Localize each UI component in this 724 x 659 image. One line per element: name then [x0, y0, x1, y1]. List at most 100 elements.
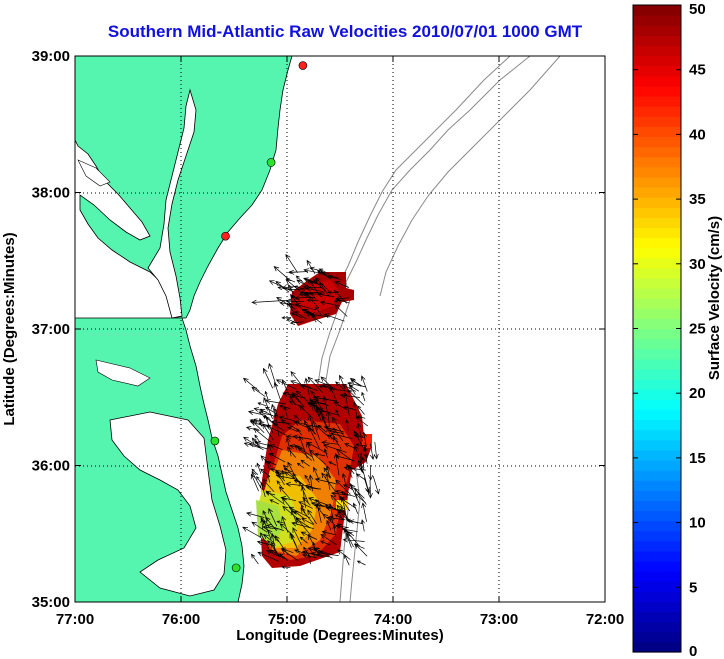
colorbar-segment: [633, 389, 681, 400]
radar-station-marker: [266, 158, 276, 167]
velocity-arrow: [304, 474, 311, 484]
velocity-arrow: [304, 377, 311, 402]
velocity-arrow: [273, 407, 279, 418]
colorbar-segment: [633, 25, 681, 36]
y-axis: 35:00 36:00 37:00 38:00 39:00: [32, 48, 605, 611]
velocity-arrow: [281, 565, 291, 569]
velocity-arrow: [362, 471, 371, 495]
colorbar-tick-label: 50: [689, 1, 706, 18]
velocity-arrow: [329, 386, 339, 406]
colorbar-segment: [633, 207, 681, 218]
velocity-arrow: [337, 549, 351, 560]
velocity-arrow: [268, 453, 286, 463]
velocity-arrow: [323, 313, 345, 322]
velocity-arrow: [283, 468, 293, 473]
velocity-arrow: [361, 502, 367, 522]
velocity-arrow: [328, 503, 334, 518]
velocity-arrow: [290, 312, 302, 319]
velocity-arrow: [310, 291, 317, 301]
radar-stations: [210, 61, 308, 573]
velocity-arrow: [281, 515, 289, 533]
velocity-arrow: [256, 476, 263, 485]
velocity-arrow: [292, 527, 302, 546]
x-tick-label: 74:00: [374, 611, 412, 628]
velocity-arrow: [321, 440, 338, 446]
velocity-arrow: [320, 540, 331, 546]
velocity-arrow: [360, 375, 368, 392]
velocity-arrow: [275, 379, 297, 390]
velocity-arrow: [341, 472, 347, 486]
x-tick-label: 76:00: [162, 611, 200, 628]
velocity-arrow: [306, 425, 317, 435]
velocity-arrow: [298, 501, 313, 509]
velocity-arrow: [294, 295, 316, 301]
velocity-arrow: [251, 521, 268, 533]
colorbar-segment: [633, 490, 681, 501]
velocity-arrow: [328, 461, 337, 466]
velocity-arrow: [352, 401, 359, 422]
velocity-arrow: [357, 405, 365, 415]
velocity-arrow: [242, 377, 260, 392]
velocity-arrow: [262, 478, 275, 493]
velocity-arrow: [288, 269, 308, 275]
velocity-arrow: [323, 425, 345, 433]
velocity-arrow: [287, 461, 299, 482]
colorbar-segment: [633, 379, 681, 390]
velocity-arrow: [346, 532, 354, 548]
velocity-arrow: [287, 426, 298, 432]
velocity-arrow: [269, 444, 283, 451]
y-axis-title: Latitude (Degrees:Minutes): [1, 232, 18, 425]
velocity-arrow: [268, 507, 278, 527]
velocity-arrow: [295, 518, 311, 529]
velocity-arrow: [260, 455, 271, 467]
velocity-arrow: [352, 502, 359, 514]
velocity-arrow: [262, 367, 274, 389]
velocity-arrow: [267, 460, 277, 466]
velocity-arrow: [298, 435, 308, 459]
velocity-arrow: [349, 377, 361, 387]
velocity-arrow: [321, 472, 336, 491]
velocity-arrow: [359, 451, 365, 473]
water-inlet: [95, 359, 151, 387]
colorbar-segment: [633, 571, 681, 582]
velocity-arrow: [270, 419, 291, 425]
velocity-arrow: [300, 459, 310, 467]
x-tick-label: 77:00: [56, 611, 94, 628]
velocity-arrow: [372, 475, 380, 495]
velocity-arrow: [257, 402, 267, 407]
colorbar-segment: [633, 136, 681, 148]
velocity-arrow: [260, 532, 273, 555]
velocity-arrow: [278, 486, 291, 499]
velocity-arrow: [334, 489, 355, 497]
velocity-arrow: [344, 443, 356, 450]
x-tick-label: 72:00: [586, 611, 624, 628]
velocity-arrow: [307, 497, 329, 506]
x-axis-title: Longitude (Degrees:Minutes): [236, 627, 444, 644]
colorbar-segment: [633, 5, 681, 16]
velocity-arrow: [289, 320, 304, 326]
colorbar-tick-label: 30: [689, 256, 706, 273]
velocity-arrow: [334, 281, 350, 288]
colorbar-segment: [633, 277, 681, 289]
y-tick-label: 39:00: [32, 48, 70, 65]
colorbar-segment: [633, 561, 681, 572]
radar-station-marker: [221, 231, 230, 241]
velocity-arrow: [341, 384, 356, 392]
colorbar-segment: [633, 197, 681, 208]
colorbar-tick-label: 0: [689, 643, 697, 659]
colorbar-segment: [633, 55, 681, 67]
velocity-arrow: [248, 442, 268, 450]
velocity-arrow: [320, 534, 337, 545]
velocity-arrow: [295, 390, 312, 406]
velocity-arrow: [285, 253, 298, 273]
velocity-arrow: [320, 376, 332, 387]
chart-title: Southern Mid-Atlantic Raw Velocities 201…: [107, 22, 583, 41]
colorbar-segment: [633, 581, 681, 592]
colorbar-segment: [633, 510, 681, 522]
velocity-arrow: [251, 553, 259, 565]
colorbar-label: Surface Velocity (cm/s): [706, 216, 723, 380]
colorbar-segment: [633, 470, 681, 481]
colorbar-tick-label: 10: [689, 515, 706, 532]
velocity-arrow: [334, 514, 343, 519]
velocity-arrow: [330, 494, 343, 507]
